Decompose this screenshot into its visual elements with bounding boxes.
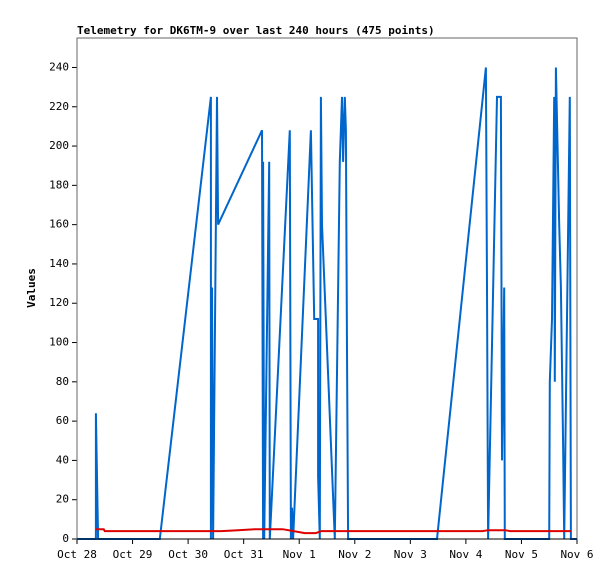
- y-tick-label: 180: [49, 178, 69, 191]
- y-tick-label: 160: [49, 218, 69, 231]
- x-tick-label: Nov 1: [283, 548, 316, 561]
- series-line: [77, 67, 577, 540]
- x-tick-label: Nov 3: [394, 548, 427, 561]
- series-line: [95, 528, 571, 535]
- y-tick-label: 40: [56, 453, 69, 466]
- x-tick-label: Nov 2: [338, 548, 371, 561]
- y-tick-label: 60: [56, 414, 69, 427]
- x-tick-label: Oct 31: [224, 548, 264, 561]
- y-tick-label: 20: [56, 493, 69, 506]
- y-tick-label: 120: [49, 296, 69, 309]
- x-tick-label: Nov 4: [449, 548, 482, 561]
- y-axis-label: Values: [25, 268, 38, 308]
- x-tick-label: Nov 6: [560, 548, 593, 561]
- x-tick-label: Oct 29: [113, 548, 153, 561]
- y-tick-label: 80: [56, 375, 69, 388]
- chart-title: Telemetry for DK6TM-9 over last 240 hour…: [77, 24, 435, 37]
- y-tick-label: 100: [49, 336, 69, 349]
- y-tick-label: 220: [49, 100, 69, 113]
- y-tick-label: 200: [49, 139, 69, 152]
- y-tick-label: 140: [49, 257, 69, 270]
- y-tick-label: 240: [49, 60, 69, 73]
- x-tick-label: Nov 5: [505, 548, 538, 561]
- x-tick-label: Oct 30: [168, 548, 208, 561]
- x-tick-label: Oct 28: [57, 548, 97, 561]
- y-tick-label: 0: [62, 532, 69, 545]
